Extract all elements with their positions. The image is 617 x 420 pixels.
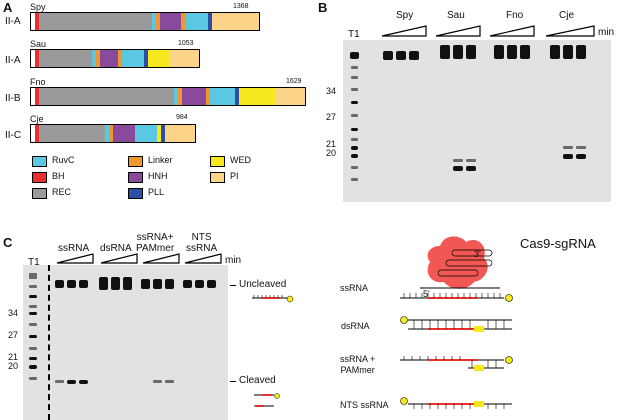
uncleaved-label: Uncleaved bbox=[239, 279, 287, 290]
gel-b-image bbox=[343, 40, 611, 202]
uncleaved-tick bbox=[230, 285, 236, 286]
domain-bar-cje bbox=[30, 124, 196, 143]
legend-label-hnh: HNH bbox=[148, 171, 168, 181]
gel-b-marker-21: 21 bbox=[326, 139, 337, 149]
domain-bar-fno bbox=[30, 87, 306, 106]
legend-label-bh: BH bbox=[52, 171, 65, 181]
legend-swatch-wed bbox=[210, 156, 225, 167]
gel-b-group-sau: Sau bbox=[447, 10, 465, 21]
gel-c-marker-34: 34 bbox=[8, 308, 19, 318]
gel-c-group-ssrna: ssRNA bbox=[58, 243, 90, 254]
protein-length-cje: 984 bbox=[176, 114, 188, 121]
cas9-sgrna-label: Cas9-sgRNA bbox=[520, 236, 596, 251]
legend-label-pll: PLL bbox=[148, 187, 165, 197]
gel-b-group-spy: Spy bbox=[396, 10, 414, 21]
gel-c-group-ssrna-pammer: ssRNA+ PAMmer bbox=[136, 232, 175, 254]
gel-c-t1-label: T1 bbox=[28, 257, 40, 268]
cas9-complex-schematic bbox=[420, 236, 500, 289]
protein-type-fno: II-B bbox=[5, 93, 21, 104]
uncleaved-substrate-icon bbox=[252, 295, 294, 303]
protein-name-sau: Sau bbox=[30, 39, 47, 49]
protein-length-spy: 1368 bbox=[233, 3, 249, 10]
protein-length-fno: 1629 bbox=[286, 78, 302, 85]
legend-swatch-pi bbox=[210, 172, 225, 183]
gel-b-marker-27: 27 bbox=[326, 112, 337, 122]
protein-type-spy: II-A bbox=[5, 16, 21, 27]
substrate-diagram-ssrna-pammer bbox=[400, 356, 513, 371]
cleaved-tick bbox=[230, 381, 236, 382]
gel-c-min-label: min bbox=[225, 255, 242, 266]
legend-swatch-ruvc bbox=[32, 156, 47, 167]
cleaved-product-icon bbox=[254, 393, 280, 407]
five-prime-label: 5' bbox=[423, 289, 430, 299]
substrate-diagram-dsrna bbox=[400, 316, 512, 332]
legend-label-wed: WED bbox=[230, 155, 251, 165]
legend-swatch-pll bbox=[128, 188, 143, 199]
gel-c-time-wedges bbox=[56, 253, 222, 264]
legend-label-pi: PI bbox=[230, 171, 239, 181]
substrate-label-ssrna: ssRNA bbox=[340, 283, 369, 293]
legend-label-linker: Linker bbox=[148, 155, 173, 165]
gel-c-marker-27: 27 bbox=[8, 330, 19, 340]
panel-c-letter: C bbox=[3, 235, 13, 250]
substrate-label-dsrna: dsRNA bbox=[341, 321, 370, 331]
protein-type-cje: II-C bbox=[5, 130, 22, 141]
gel-b-marker-20: 20 bbox=[326, 148, 337, 158]
legend-swatch-bh bbox=[32, 172, 47, 183]
legend-swatch-rec bbox=[32, 188, 47, 199]
gel-b-group-fno: Fno bbox=[506, 10, 524, 21]
gel-c-group-dsrna: dsRNA bbox=[100, 243, 132, 254]
substrate-diagram-nts-ssrna bbox=[400, 397, 512, 409]
protein-name-spy: Spy bbox=[30, 2, 46, 12]
gel-b-min-label: min bbox=[598, 27, 615, 38]
protein-name-cje: Cje bbox=[30, 114, 44, 124]
gel-c-dashed-divider bbox=[48, 265, 50, 420]
panel-b-letter: B bbox=[318, 0, 328, 15]
legend-label-ruvc: RuvC bbox=[52, 155, 75, 165]
gel-c-group-nts-ssrna: NTS ssRNA bbox=[186, 232, 218, 254]
gel-b-t1-label: T1 bbox=[348, 29, 360, 40]
protein-type-sau: II-A bbox=[5, 55, 21, 66]
cleaved-label: Cleaved bbox=[239, 375, 276, 386]
protein-name-fno: Fno bbox=[30, 77, 46, 87]
gel-c-marker-20: 20 bbox=[8, 361, 19, 371]
three-prime-label: 3' bbox=[474, 249, 481, 259]
substrate-diagram-ssrna bbox=[400, 293, 513, 302]
gel-b-time-wedges bbox=[381, 25, 595, 37]
legend-label-rec: REC bbox=[52, 187, 72, 197]
gel-c-image bbox=[23, 265, 228, 420]
gel-c-marker-21: 21 bbox=[8, 352, 19, 362]
panel-a-letter: A bbox=[3, 0, 13, 15]
legend-swatch-linker bbox=[128, 156, 143, 167]
legend-swatch-hnh bbox=[128, 172, 143, 183]
domain-bar-sau bbox=[30, 49, 200, 68]
domain-bar-spy bbox=[30, 12, 260, 31]
substrate-label-ssrna-pammer: ssRNA + PAMmer bbox=[340, 354, 376, 375]
substrate-label-nts-ssrna: NTS ssRNA bbox=[340, 400, 389, 410]
protein-length-sau: 1053 bbox=[178, 40, 194, 47]
gel-b-group-cje: Cje bbox=[559, 10, 575, 21]
gel-b-marker-34: 34 bbox=[326, 86, 337, 96]
